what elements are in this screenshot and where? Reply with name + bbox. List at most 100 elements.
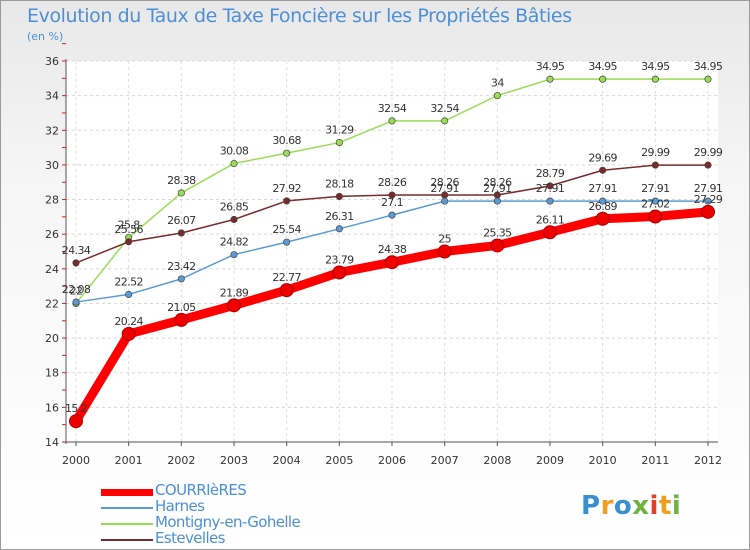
legend-swatch: [101, 488, 153, 496]
legend-swatch: [101, 507, 153, 509]
data-point: [332, 265, 347, 280]
data-label: 22.77: [272, 271, 301, 284]
x-tick-label: 2012: [694, 454, 722, 467]
data-label: 21.89: [220, 286, 249, 299]
data-point: [595, 211, 610, 226]
y-tick-label: 26: [45, 228, 59, 241]
data-label: 29.99: [694, 146, 723, 159]
data-label: 29.99: [641, 146, 670, 159]
data-label: 20.24: [114, 315, 143, 328]
data-label: 34.95: [641, 60, 670, 73]
data-point: [283, 149, 291, 157]
data-label: 26.89: [588, 200, 617, 213]
data-label: 22.52: [114, 275, 143, 288]
data-label: 28.79: [536, 167, 565, 180]
x-tick-label: 2005: [325, 454, 353, 467]
y-tick-label: 16: [45, 401, 59, 414]
data-point: [230, 251, 238, 259]
data-label: 24.38: [378, 243, 407, 256]
logo-letter: i: [671, 491, 682, 521]
data-label: 27.92: [272, 182, 301, 195]
legend-label: Harnes: [155, 497, 205, 515]
data-point: [388, 117, 396, 125]
data-label: 30.68: [272, 134, 301, 147]
logo-letter: x: [632, 491, 650, 521]
y-tick-label: 28: [45, 194, 59, 207]
data-label: 28.38: [167, 174, 196, 187]
data-label: 29.69: [588, 151, 617, 164]
legend-swatch: [101, 523, 153, 525]
data-label: 26.07: [167, 214, 196, 227]
data-label: 25.8: [118, 219, 141, 232]
data-point: [546, 197, 554, 205]
data-point: [177, 189, 185, 197]
data-label: 21.05: [167, 301, 196, 314]
data-point: [704, 75, 712, 83]
data-label: 34: [491, 77, 504, 90]
data-label: 27.91: [588, 182, 617, 195]
data-point: [599, 75, 607, 83]
data-label: 22: [70, 284, 83, 297]
data-label: 27.29: [694, 193, 723, 206]
x-tick-label: 2000: [62, 454, 90, 467]
data-point: [177, 275, 185, 283]
data-label: 24.34: [62, 244, 91, 257]
data-point: [69, 414, 83, 429]
data-label: 32.54: [378, 102, 407, 115]
data-point: [385, 255, 399, 270]
legend-label: Montigny-en-Gohelle: [155, 513, 301, 531]
data-label: 26.31: [325, 210, 354, 223]
data-label: 27.91: [430, 182, 459, 195]
data-label: 27.1: [381, 196, 403, 209]
x-tick-label: 2008: [483, 454, 511, 467]
x-tick-label: 2003: [220, 454, 248, 467]
logo-letter: r: [600, 491, 614, 521]
data-point: [701, 204, 715, 219]
data-point: [441, 197, 449, 205]
legend-label: COURRIèRES: [155, 481, 247, 499]
data-point: [546, 182, 554, 190]
data-point: [283, 238, 291, 246]
data-point: [335, 139, 343, 147]
data-label: 26.85: [220, 200, 249, 213]
data-point: [230, 159, 238, 168]
data-point: [335, 192, 343, 200]
data-point: [388, 191, 396, 199]
y-tick-label: 22: [45, 297, 59, 310]
y-tick-label: 30: [45, 159, 59, 172]
logo-letter: P: [581, 491, 601, 521]
plot-area: [66, 61, 718, 442]
data-label: 31.29: [325, 124, 354, 137]
data-point: [335, 225, 343, 233]
proxiti-logo: Proxiti: [581, 491, 681, 521]
y-tick-label: 32: [45, 124, 59, 137]
data-label: 28.26: [483, 176, 512, 189]
data-label: 32.54: [430, 102, 459, 115]
data-point: [490, 238, 505, 253]
x-tick-label: 2009: [536, 454, 564, 467]
data-point: [283, 197, 291, 205]
data-point: [704, 161, 712, 169]
data-point: [441, 117, 449, 125]
data-point: [230, 215, 238, 224]
data-label: 25: [438, 233, 451, 246]
data-label: 22.08: [62, 283, 91, 296]
x-tick-label: 2002: [167, 454, 195, 467]
y-tick-label: 24: [45, 263, 59, 276]
data-point: [174, 312, 189, 327]
data-label: 23.42: [167, 260, 196, 273]
data-label: 34.95: [694, 60, 723, 73]
data-label: 28.26: [430, 176, 459, 189]
data-label: 24.82: [220, 236, 249, 249]
data-label: 34.95: [536, 60, 565, 73]
data-label: 27.91: [694, 182, 723, 195]
data-point: [648, 209, 663, 224]
y-tick-label: 34: [45, 90, 59, 103]
x-tick-label: 2004: [273, 454, 301, 467]
data-point: [437, 244, 452, 259]
data-point: [177, 229, 185, 237]
data-point: [72, 259, 80, 267]
data-label: 25.56: [114, 223, 143, 236]
